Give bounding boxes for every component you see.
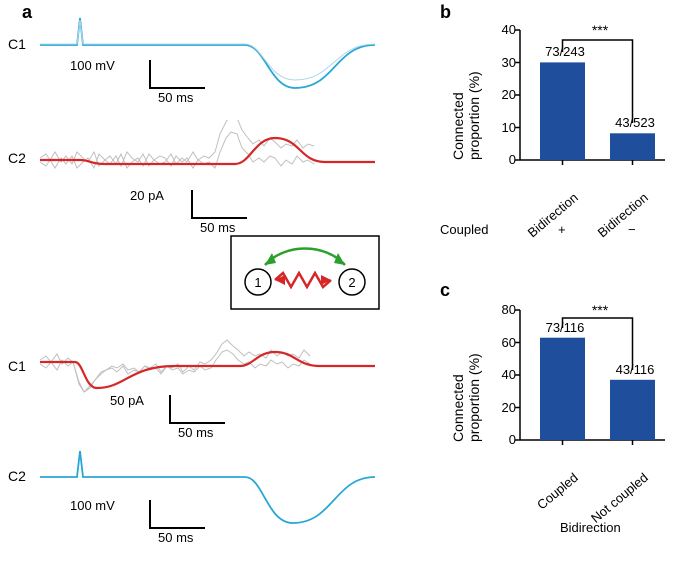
scalebar-a1-v: 100 mV [70, 58, 115, 73]
trace-c1-bot-label: C1 [8, 358, 26, 374]
scalebar-a2-v: 20 pA [130, 188, 164, 203]
b-bar0-annot: 73/243 [530, 44, 600, 59]
panel-b-ylabel-text: Connectedproportion (%) [450, 71, 482, 160]
scalebar-a2-t: 50 ms [200, 220, 235, 235]
scalebar-a4-t: 50 ms [158, 530, 193, 545]
panel-b-ylabel: Connectedproportion (%) [450, 71, 482, 160]
trace-c2-top-label: C2 [8, 150, 26, 166]
c-x0: Coupled [519, 470, 581, 525]
c-ytick-4: 80 [492, 302, 516, 317]
trace-c1-top-label: C1 [8, 36, 26, 52]
trace-c2-bot-label: C2 [8, 468, 26, 484]
c-bar1-annot: 43/116 [600, 362, 670, 377]
b-x1: Bidirection [581, 190, 650, 252]
b-x0: Bidirection [511, 190, 580, 252]
c-ytick-2: 40 [492, 367, 516, 382]
panel-b-label: b [440, 2, 451, 23]
panel-c-ylabel-text: Connectedproportion (%) [450, 353, 482, 442]
scalebar-a1-t: 50 ms [158, 90, 193, 105]
diagram-node-2: 2 [347, 275, 357, 290]
b-ytick-1: 10 [492, 120, 516, 135]
panel-c-ylabel: Connectedproportion (%) [450, 353, 482, 442]
b-coupled-0: + [558, 222, 566, 237]
trace-c2-top [35, 120, 380, 200]
scalebar-a3-t: 50 ms [178, 425, 213, 440]
panel-a-label: a [22, 2, 32, 23]
c-sig: *** [580, 302, 620, 318]
scalebar-a3-v: 50 pA [110, 393, 144, 408]
c-ytick-1: 20 [492, 400, 516, 415]
c-ytick-0: 0 [498, 432, 516, 447]
b-ytick-3: 30 [492, 55, 516, 70]
c-bar0-annot: 73/116 [530, 320, 600, 335]
diagram-box [230, 235, 380, 310]
scalebar-a4-v: 100 mV [70, 498, 115, 513]
b-coupled-1: − [628, 222, 636, 237]
b-ytick-0: 0 [498, 152, 516, 167]
b-sig: *** [580, 22, 620, 38]
c-ytick-3: 60 [492, 335, 516, 350]
b-ytick-4: 40 [492, 22, 516, 37]
b-bar1-annot: 43/523 [600, 115, 670, 130]
diagram-node-1: 1 [253, 275, 263, 290]
panel-c-label: c [440, 280, 450, 301]
b-ytick-2: 20 [492, 87, 516, 102]
b-coupled-label: Coupled [440, 222, 488, 237]
c-bottom-label: Bidirection [560, 520, 621, 535]
